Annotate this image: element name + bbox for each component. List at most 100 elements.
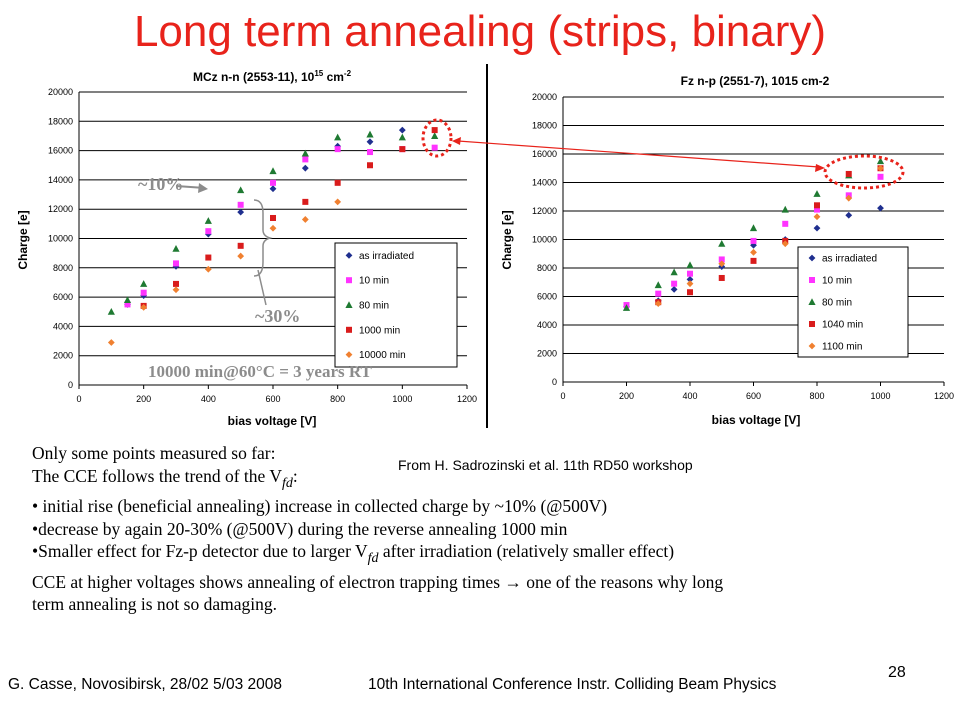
y-tick-label: 2000 bbox=[53, 351, 73, 361]
data-point bbox=[301, 164, 309, 172]
data-point bbox=[622, 304, 631, 311]
legend-label: 10000 min bbox=[359, 350, 406, 361]
reference-text: From H. Sadrozinski et al. 11th RD50 wor… bbox=[398, 457, 693, 473]
footer-conference: 10th International Conference Instr. Col… bbox=[368, 676, 777, 693]
x-tick-label: 1000 bbox=[392, 394, 412, 404]
legend-marker bbox=[345, 252, 353, 259]
y-tick-label: 18000 bbox=[48, 116, 73, 126]
chart-title: MCz n-n (2553-11), 1015 cm-2 bbox=[193, 69, 352, 84]
data-point bbox=[877, 164, 884, 172]
annotation-decrease-arrow bbox=[257, 269, 267, 306]
legend-marker bbox=[345, 351, 353, 358]
body-line: term annealing is not so damaging. bbox=[32, 594, 277, 614]
data-point bbox=[718, 274, 725, 281]
data-point bbox=[781, 240, 789, 248]
data-point bbox=[670, 285, 678, 293]
x-tick-label: 200 bbox=[619, 391, 634, 401]
page-number: 28 bbox=[888, 664, 906, 681]
data-point bbox=[686, 280, 694, 288]
data-point bbox=[876, 157, 885, 165]
y-tick-label: 20000 bbox=[532, 92, 557, 102]
data-point bbox=[237, 242, 244, 249]
legend-marker bbox=[808, 342, 816, 350]
data-point bbox=[204, 217, 212, 224]
data-point bbox=[301, 149, 309, 157]
chart-mcz: MCz n-n (2553-11), 1015 cm-2 02000400060… bbox=[16, 69, 477, 428]
data-point bbox=[718, 256, 725, 263]
data-point bbox=[431, 144, 438, 151]
data-point bbox=[813, 224, 821, 232]
highlight-ellipse-right bbox=[823, 154, 905, 190]
data-point bbox=[334, 179, 341, 186]
data-point bbox=[750, 237, 757, 244]
bullet-icon: • bbox=[32, 541, 39, 561]
data-point bbox=[750, 248, 757, 256]
data-point bbox=[270, 214, 276, 221]
legend-marker bbox=[809, 277, 815, 283]
legend-marker bbox=[346, 326, 352, 333]
y-tick-label: 16000 bbox=[48, 146, 73, 156]
data-point bbox=[749, 224, 758, 232]
body-line: CCE at higher voltages shows annealing o… bbox=[32, 571, 724, 592]
data-point bbox=[718, 260, 726, 268]
highlight-ellipse-left bbox=[421, 118, 453, 158]
data-point bbox=[671, 280, 678, 287]
data-point bbox=[654, 300, 662, 308]
data-point bbox=[845, 170, 852, 177]
data-point bbox=[237, 186, 245, 194]
y-tick-label: 6000 bbox=[53, 292, 73, 302]
data-point bbox=[750, 257, 757, 264]
data-point bbox=[204, 265, 212, 273]
annotation-rise: ~10% bbox=[138, 174, 183, 194]
legend-marker bbox=[808, 298, 816, 305]
data-point bbox=[301, 216, 309, 223]
legend-label: as irradiated bbox=[822, 254, 877, 265]
data-point bbox=[107, 307, 115, 315]
x-tick-label: 800 bbox=[809, 391, 824, 401]
chart-title: Fz n-p (2551-7), 1015 cm-2 bbox=[681, 74, 830, 88]
data-point bbox=[140, 303, 148, 311]
data-point bbox=[269, 224, 277, 232]
data-point bbox=[367, 149, 373, 156]
body-line: Only some points measured so far: bbox=[32, 443, 276, 463]
data-point bbox=[877, 204, 884, 212]
y-tick-label: 20000 bbox=[48, 87, 73, 97]
y-tick-label: 6000 bbox=[537, 292, 557, 302]
data-point bbox=[687, 270, 693, 277]
data-point bbox=[654, 281, 662, 289]
x-tick-label: 400 bbox=[201, 394, 216, 404]
data-point bbox=[813, 213, 821, 221]
y-axis-label: Charge [e] bbox=[16, 210, 30, 269]
legend-marker bbox=[809, 321, 815, 327]
chart-fz: Fz n-p (2551-7), 1015 cm-2 0200040006000… bbox=[500, 74, 954, 427]
legend-label: 80 min bbox=[822, 298, 852, 309]
x-tick-label: 1200 bbox=[457, 394, 477, 404]
data-point bbox=[237, 252, 245, 260]
annotation-rise-arrowhead bbox=[198, 183, 208, 193]
data-point bbox=[205, 228, 212, 235]
data-point bbox=[655, 290, 662, 297]
data-point bbox=[686, 261, 694, 269]
highlight-connector bbox=[457, 140, 820, 168]
x-tick-label: 0 bbox=[76, 394, 81, 404]
bullet-item: • initial rise (beneficial annealing) in… bbox=[32, 496, 608, 516]
x-tick-label: 400 bbox=[682, 391, 697, 401]
x-tick-label: 200 bbox=[136, 394, 151, 404]
y-axis-label: Charge [e] bbox=[500, 210, 514, 269]
data-point bbox=[845, 211, 853, 219]
data-point bbox=[334, 133, 342, 141]
y-tick-label: 4000 bbox=[537, 320, 557, 330]
data-point bbox=[814, 206, 820, 213]
x-tick-label: 1200 bbox=[934, 391, 954, 401]
slide-title: Long term annealing (strips, binary) bbox=[133, 7, 827, 56]
bullet-icon: • bbox=[32, 518, 39, 539]
x-tick-label: 0 bbox=[560, 391, 565, 401]
data-point bbox=[686, 276, 694, 283]
y-tick-label: 0 bbox=[552, 377, 557, 387]
data-point bbox=[845, 194, 853, 202]
bullet-item: •Smaller effect for Fz-p detector due to… bbox=[32, 541, 675, 566]
data-point bbox=[269, 185, 277, 193]
data-point bbox=[140, 289, 147, 296]
y-tick-label: 16000 bbox=[532, 149, 557, 159]
